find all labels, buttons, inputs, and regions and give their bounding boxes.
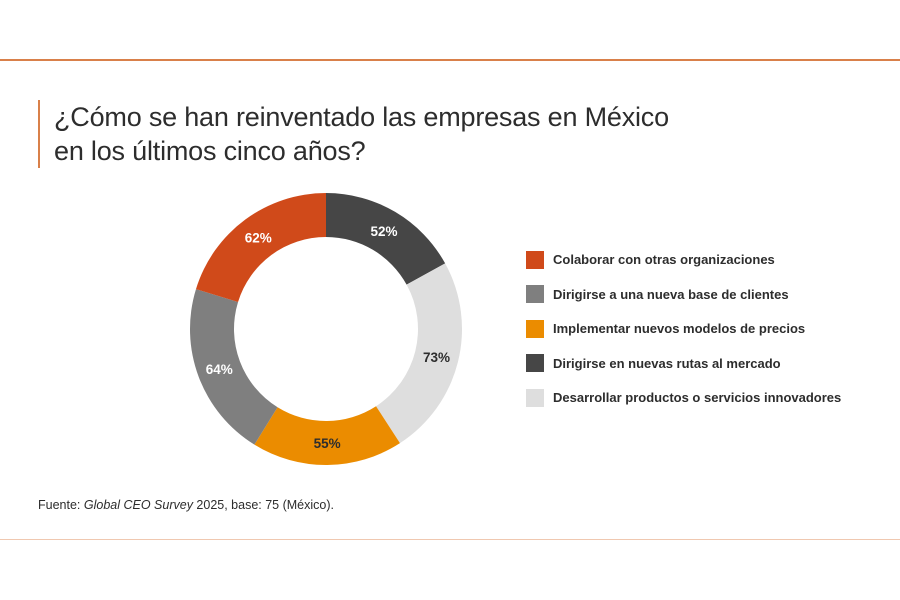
top-divider: [0, 59, 900, 61]
legend-swatch-3: [526, 319, 544, 338]
donut-slice-5: [376, 263, 462, 444]
donut-slice-label-3: 55%: [314, 436, 341, 451]
legend-label-5: Desarrollar productos o servicios innova…: [553, 390, 842, 405]
legend-swatch-5: [526, 388, 544, 407]
chart-title: ¿Cómo se han reinventado las empresas en…: [54, 100, 669, 168]
title-block: ¿Cómo se han reinventado las empresas en…: [38, 100, 669, 168]
donut-slice-4: [326, 193, 446, 285]
source-note: Fuente: Global CEO Survey 2025, base: 75…: [38, 498, 334, 512]
legend-item-3: Implementar nuevos modelos de precios: [526, 319, 841, 338]
donut-slice-1: [195, 193, 326, 303]
legend-item-2: Dirigirse a una nueva base de clientes: [526, 285, 841, 304]
legend-item-1: Colaborar con otras organizaciones: [526, 250, 841, 269]
legend-item-4: Dirigirse en nuevas rutas al mercado: [526, 354, 841, 373]
donut-slice-2: [189, 289, 278, 445]
source-suffix: 2025, base: 75 (México).: [192, 498, 334, 512]
donut-slice-label-1: 62%: [245, 230, 272, 245]
chart-legend: Colaborar con otras organizaciones Dirigi…: [526, 250, 841, 423]
legend-swatch-2: [526, 285, 544, 303]
donut-slice-label-5: 73%: [423, 350, 450, 365]
legend-swatch-4: [526, 354, 544, 372]
source-survey-name: Global CEO Survey: [83, 498, 193, 512]
bottom-divider: [0, 539, 900, 540]
legend-label-4: Dirigirse en nuevas rutas al mercado: [553, 355, 781, 371]
legend-label-3: Implementar nuevos modelos de precios: [553, 321, 806, 336]
legend-label-1: Colaborar con otras organizaciones: [553, 252, 775, 267]
legend-swatch-1: [526, 250, 544, 269]
legend-label-2: Dirigirse a una nueva base de clientes: [553, 286, 789, 302]
chart-title-line-1: ¿Cómo se han reinventado las empresas en…: [54, 102, 669, 132]
legend-item-5: Desarrollar productos o servicios innova…: [526, 388, 841, 407]
donut-slice-3: [254, 406, 400, 465]
donut-slice-label-4: 52%: [370, 224, 397, 239]
donut-slice-label-2: 64%: [206, 362, 233, 377]
source-prefix: Fuente:: [38, 498, 84, 512]
chart-title-line-2: en los últimos cinco años?: [54, 136, 366, 166]
